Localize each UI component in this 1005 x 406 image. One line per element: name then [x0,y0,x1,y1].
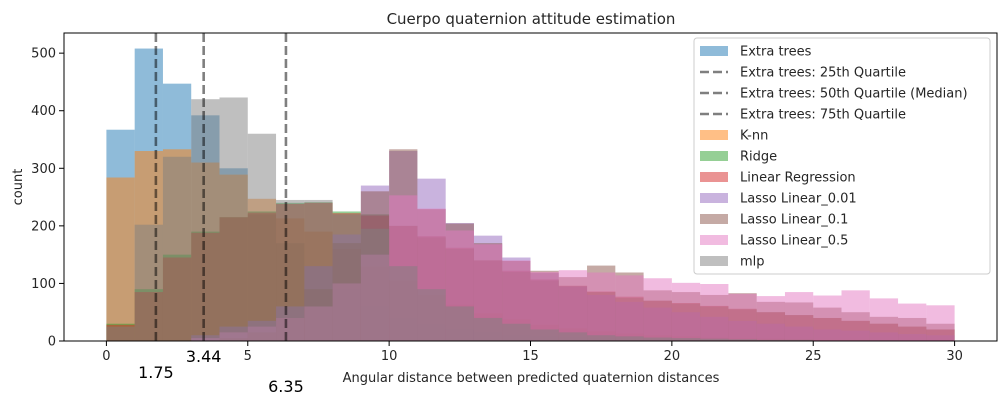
legend-swatch [700,130,728,140]
bar-mlp-1 [134,224,163,341]
legend-label: Lasso Linear_0.01 [740,192,857,207]
bar-lasso-linear-0-5-23 [756,296,785,341]
legend-swatch [700,214,728,224]
bar-mlp-21 [700,338,729,341]
bar-mlp-3 [191,99,220,342]
legend-label: Extra trees: 50th Quartile (Median) [740,87,968,102]
bar-mlp-14 [502,323,531,341]
bar-mlp-13 [473,317,503,341]
legend-swatch [700,46,728,56]
y-tick-label: 500 [31,47,56,62]
legend-label: Extra trees [740,45,812,60]
legend-swatch [700,235,728,245]
legend-label: Lasso Linear_0.1 [740,213,848,228]
legend-item-extra-trees: Extra trees [700,45,812,60]
histogram-bars [106,48,955,342]
bar-mlp-6 [276,199,305,341]
x-tick-label: 0 [102,349,110,364]
quartile-label-2: 3.44 [186,347,222,366]
legend-item-ridge: Ridge [700,150,777,165]
quartile-label-1: 1.75 [138,363,174,382]
bar-lasso-linear-0-5-17 [587,272,616,341]
series-mlp [106,97,899,342]
legend-swatch [700,256,728,266]
bar-mlp-10 [389,266,418,341]
legend-item-lasso-linear-0-5: Lasso Linear_0.5 [700,234,848,249]
legend-item-lasso-linear-0-1: Lasso Linear_0.1 [700,213,848,228]
bar-lasso-linear-0-5-27 [869,298,899,341]
legend-item-lasso-linear-0-01: Lasso Linear_0.01 [700,192,857,207]
legend-label: Extra trees: 25th Quartile [740,66,906,81]
quartile-label-3: 6.35 [268,377,304,396]
legend-item-extra-trees-50th-quartile-median: Extra trees: 50th Quartile (Median) [700,87,968,102]
x-tick-label: 20 [664,349,681,364]
legend-item-k-nn: K-nn [700,129,768,144]
legend-label: K-nn [740,129,768,144]
legend-label: Extra trees: 75th Quartile [740,108,906,123]
legend: Extra trees Extra trees: 25th Quartile Ext… [693,37,991,275]
y-tick-label: 400 [31,104,56,119]
bar-mlp-2 [162,156,192,341]
legend-label: Linear Regression [740,171,856,186]
bar-mlp-5 [247,133,277,341]
bar-mlp-17 [587,335,616,341]
quartile-labels: 1.75 3.44 6.35 [138,347,304,396]
bar-mlp-19 [643,337,672,341]
bar-mlp-24 [784,339,814,341]
bar-mlp-18 [615,336,644,341]
bar-mlp-4 [219,97,248,341]
bar-mlp-9 [360,228,390,341]
legend-label: Ridge [740,150,777,165]
bar-mlp-12 [445,306,474,341]
bar-lasso-linear-0-5-26 [841,290,870,341]
legend-item-linear-regression: Linear Regression [700,171,856,186]
x-tick-label: 5 [244,349,252,364]
bar-lasso-linear-0-5-24 [784,292,814,341]
x-tick-label: 10 [381,349,398,364]
bar-mlp-16 [558,332,588,341]
bar-lasso-linear-0-5-20 [671,282,701,341]
bar-lasso-linear-0-5-16 [558,270,588,341]
bar-mlp-11 [417,289,446,341]
bar-mlp-23 [756,339,785,341]
y-tick-label: 100 [31,277,56,292]
y-axis-label: count [11,169,26,206]
x-tick-label: 30 [946,349,963,364]
x-axis-label: Angular distance between predicted quate… [343,371,720,386]
y-axis-ticks: 0 100 200 300 400 500 [31,47,64,350]
legend-item-mlp: mlp [700,255,765,270]
x-tick-label: 15 [522,349,539,364]
bar-lasso-linear-0-5-21 [700,284,729,341]
bar-mlp-8 [332,214,361,341]
bar-lasso-linear-0-5-22 [728,293,757,341]
bar-lasso-linear-0-5-25 [813,295,842,341]
legend-label: Lasso Linear_0.5 [740,234,848,249]
bar-mlp-0 [106,326,135,341]
legend-item-extra-trees-25th-quartile: Extra trees: 25th Quartile [700,66,906,81]
y-tick-label: 200 [31,219,56,234]
bar-mlp-7 [304,199,333,341]
bar-mlp-15 [530,329,559,341]
legend-item-extra-trees-75th-quartile: Extra trees: 75th Quartile [700,108,906,123]
legend-swatch [700,151,728,161]
legend-box [693,37,991,275]
legend-swatch [700,193,728,203]
legend-swatch [700,172,728,182]
bar-lasso-linear-0-5-29 [926,305,955,341]
y-tick-label: 300 [31,162,56,177]
bar-lasso-linear-0-5-19 [643,278,672,341]
x-axis-ticks: 0 5 10 15 20 25 30 [102,341,963,364]
x-tick-label: 25 [805,349,822,364]
bar-lasso-linear-0-5-18 [615,275,644,341]
legend-label: mlp [740,255,765,270]
chart-title: Cuerpo quaternion attitude estimation [387,10,676,28]
bar-k-nn-0 [106,177,135,341]
bar-lasso-linear-0-5-28 [898,303,927,341]
bar-mlp-20 [671,338,701,341]
bar-mlp-22 [728,339,757,341]
y-tick-label: 0 [48,335,56,350]
